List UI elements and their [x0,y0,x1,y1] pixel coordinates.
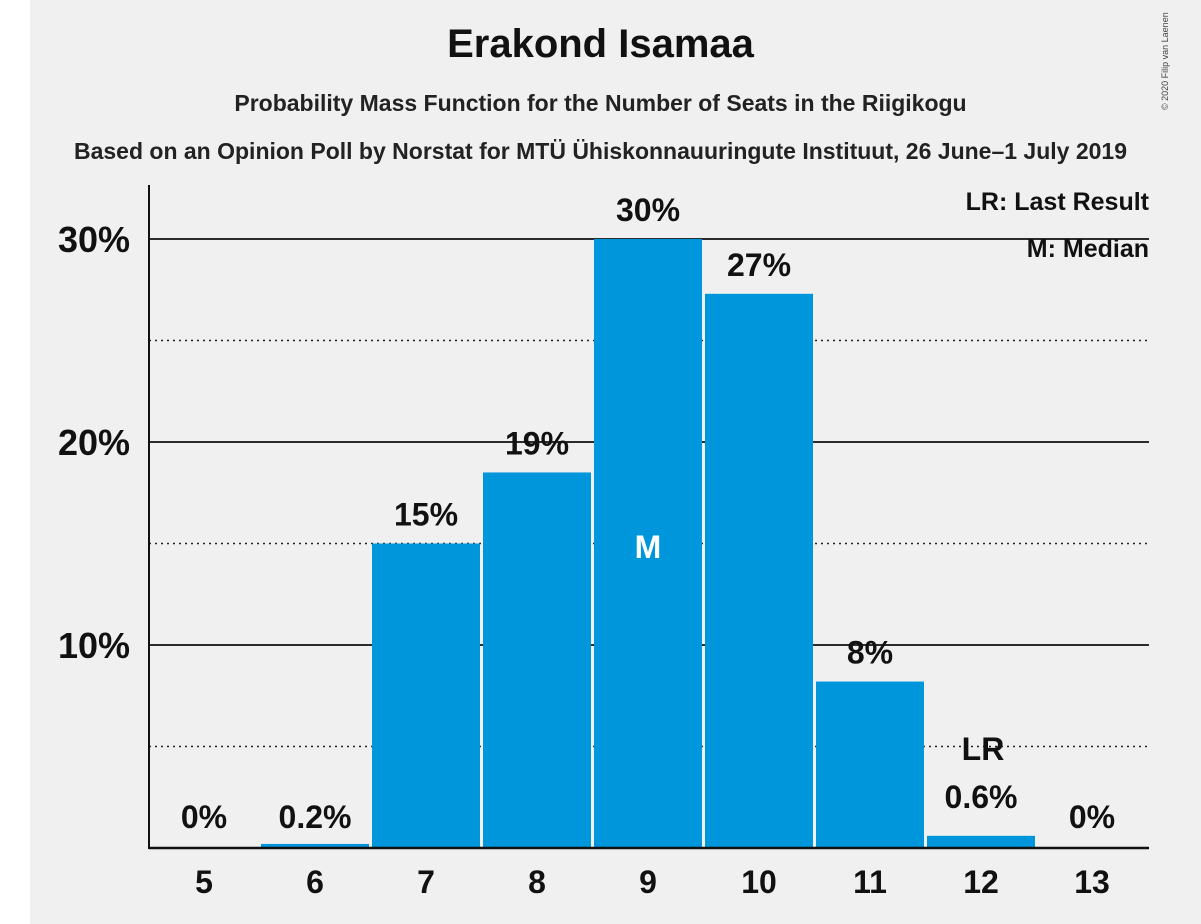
bar-value-label: 27% [727,247,791,283]
x-tick-label: 10 [741,864,777,900]
legend-median: M: Median [1027,235,1149,263]
bar-value-label: 19% [505,425,569,461]
x-tick-label: 6 [306,864,324,900]
bar-value-label: 0.2% [279,799,352,835]
x-tick-label: 7 [417,864,435,900]
bar [372,543,480,848]
bar-value-label: 0.6% [945,779,1018,815]
bar [927,835,1035,848]
legend-last-result: LR: Last Result [966,188,1150,216]
bar [816,681,924,848]
y-tick-label: 30% [58,219,130,260]
bar [594,239,702,848]
chart-subtitle: Probability Mass Function for the Number… [234,90,967,116]
x-tick-label: 12 [963,864,999,900]
bar-value-label: 0% [181,799,227,835]
x-tick-label: 5 [195,864,213,900]
x-tick-label: 13 [1074,864,1110,900]
last-result-marker: LR [962,731,1005,767]
bar [483,472,591,848]
x-tick-label: 11 [853,864,887,900]
bar-value-label: 8% [847,635,893,671]
y-tick-label: 20% [58,422,130,463]
bar-value-label: 15% [394,497,458,533]
bar-value-label: 30% [616,192,680,228]
chart-title: Erakond Isamaa [447,22,754,66]
bar [705,293,813,848]
y-tick-label: 10% [58,625,130,666]
bar [261,843,369,848]
median-marker: M [635,529,662,565]
chart-source: Based on an Opinion Poll by Norstat for … [73,138,1128,164]
x-tick-label: 8 [528,864,546,900]
bar-value-label: 0% [1069,799,1115,835]
x-tick-label: 9 [639,864,657,900]
